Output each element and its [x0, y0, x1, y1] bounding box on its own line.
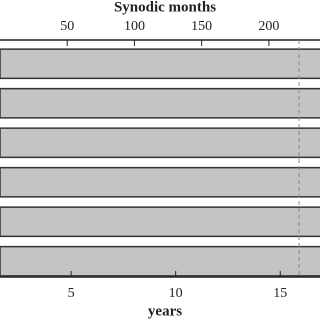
- x-tick-label: 15: [273, 286, 287, 301]
- x2-tick-label: 100: [124, 19, 145, 34]
- bottom-axis-title: years: [148, 303, 182, 319]
- top-axis-title: Synodic months: [114, 0, 216, 15]
- bar: [0, 127, 320, 159]
- bar: [0, 245, 320, 277]
- bar: [0, 166, 320, 198]
- bar: [0, 206, 320, 238]
- x2-tick-label: 150: [191, 19, 212, 34]
- x-tick-label: 10: [169, 286, 183, 301]
- x-tick-label: 5: [68, 286, 75, 301]
- bar: [0, 87, 320, 119]
- bar: [0, 48, 320, 80]
- x2-tick-label: 50: [60, 19, 74, 34]
- x2-tick-label: 200: [258, 19, 279, 34]
